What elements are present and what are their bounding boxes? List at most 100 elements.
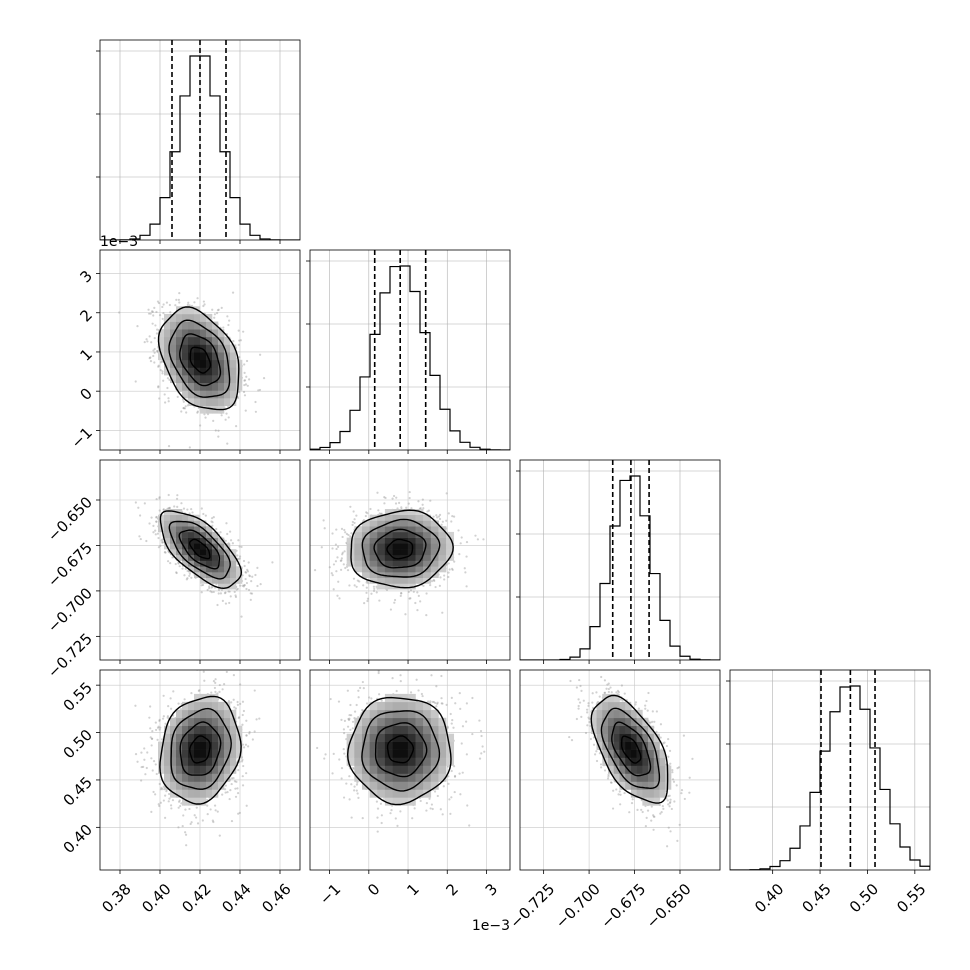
density-cell xyxy=(218,359,225,368)
sample-point xyxy=(140,751,143,754)
sample-point xyxy=(213,316,216,319)
sample-point xyxy=(237,769,240,772)
density-cell xyxy=(230,549,237,556)
sample-point xyxy=(242,585,245,588)
density-cell xyxy=(194,344,201,353)
density-cell xyxy=(170,352,177,361)
sample-point xyxy=(186,508,189,511)
density-cell xyxy=(369,554,378,561)
sample-point xyxy=(383,496,386,499)
density-cell xyxy=(206,352,213,361)
density-cell xyxy=(170,520,177,527)
sample-point xyxy=(165,301,169,304)
density-cell xyxy=(200,321,207,330)
density-cell xyxy=(212,390,219,399)
sample-point xyxy=(176,395,179,398)
density-p0-p3 xyxy=(100,670,300,870)
sample-point xyxy=(341,551,344,554)
sample-point xyxy=(153,351,156,354)
sample-point xyxy=(202,304,205,308)
sample-point xyxy=(244,577,247,581)
density-cell xyxy=(212,329,219,338)
sample-point xyxy=(340,559,343,562)
density-cell xyxy=(224,560,231,567)
density-cell xyxy=(384,514,393,521)
sample-point xyxy=(225,522,228,525)
sample-point xyxy=(167,800,170,803)
sample-point xyxy=(237,329,240,332)
contour-3 xyxy=(157,306,240,411)
sample-point xyxy=(182,507,186,510)
sample-point xyxy=(182,406,185,410)
sample-point xyxy=(243,363,246,366)
density-cell xyxy=(423,520,432,527)
sample-point xyxy=(435,514,438,517)
density-cell xyxy=(200,560,207,567)
sample-point xyxy=(190,576,193,579)
density-cell xyxy=(200,390,207,399)
sample-point xyxy=(245,375,248,378)
sample-point xyxy=(204,416,207,419)
sample-point xyxy=(445,492,448,495)
density-cell xyxy=(230,554,237,561)
density-cell xyxy=(206,390,213,399)
sample-point xyxy=(341,553,344,556)
density-cell xyxy=(400,583,409,590)
density-cell xyxy=(224,549,231,556)
density-cell xyxy=(236,375,243,384)
sample-point xyxy=(178,565,181,568)
density-cell xyxy=(188,514,195,521)
density-cell xyxy=(384,537,393,544)
density-cell xyxy=(407,509,416,516)
sample-point xyxy=(355,585,358,588)
density-cell xyxy=(164,329,171,338)
sample-point xyxy=(331,547,334,550)
sample-point xyxy=(211,819,214,822)
sample-point xyxy=(159,788,163,791)
sample-point xyxy=(216,810,219,813)
sample-point xyxy=(427,509,431,512)
sample-point xyxy=(408,597,411,600)
density-cell xyxy=(400,543,409,550)
density-cell xyxy=(164,537,171,544)
sample-point xyxy=(188,512,191,515)
sample-point xyxy=(156,328,159,331)
contour-1 xyxy=(373,528,427,569)
density-cell xyxy=(188,549,195,556)
sample-point xyxy=(177,562,180,565)
sample-point xyxy=(146,340,149,343)
density-cell xyxy=(194,352,201,361)
sample-point xyxy=(239,584,242,587)
density-cell xyxy=(377,537,386,544)
contour-1 xyxy=(178,529,221,570)
density-cell xyxy=(206,321,213,330)
sample-point xyxy=(307,580,309,582)
density-cell xyxy=(218,572,225,579)
sample-point xyxy=(226,532,229,536)
density-cell xyxy=(224,382,231,391)
sample-point xyxy=(157,385,160,388)
sample-point xyxy=(186,303,189,306)
sample-point xyxy=(202,300,205,303)
density-cell xyxy=(361,566,370,573)
density-cell xyxy=(230,344,237,353)
sample-point xyxy=(212,419,215,422)
density-cell xyxy=(384,566,393,573)
sample-point xyxy=(163,551,167,554)
sample-point xyxy=(238,545,241,548)
sample-point xyxy=(355,514,358,517)
sample-point xyxy=(409,589,413,592)
sample-point xyxy=(243,371,246,374)
sample-point xyxy=(422,507,425,510)
sample-point xyxy=(188,574,191,578)
sample-point xyxy=(178,301,181,304)
sample-point xyxy=(351,523,354,526)
density-cell xyxy=(176,554,183,561)
sample-point xyxy=(243,394,247,397)
sample-point xyxy=(482,538,485,541)
sample-point xyxy=(158,497,161,500)
density-cell xyxy=(392,560,401,567)
sample-point xyxy=(243,584,246,587)
density-cell xyxy=(407,560,416,567)
sample-point xyxy=(254,400,257,404)
